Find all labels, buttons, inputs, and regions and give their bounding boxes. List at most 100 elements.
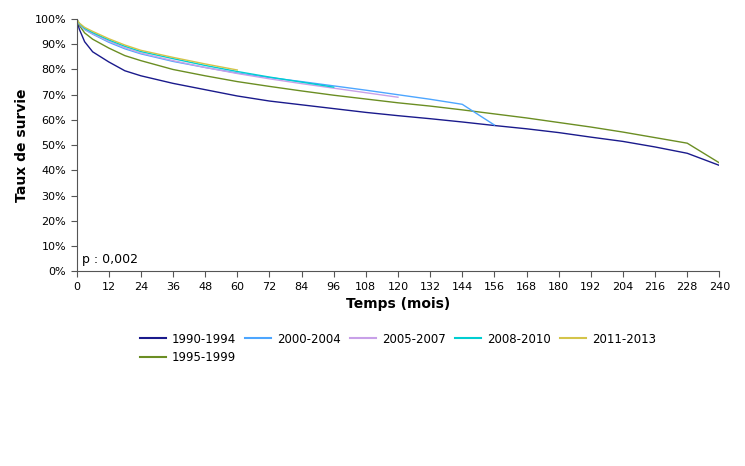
2000-2004 (265, 75, 274, 80)
2000-2004 (425, 96, 434, 102)
1995-1999 (88, 36, 97, 42)
2008-2010 (200, 62, 209, 68)
2005-2007 (393, 95, 402, 100)
1990-1994 (74, 26, 83, 32)
2000-2004 (121, 46, 130, 52)
1995-1999 (393, 100, 402, 106)
2000-2004 (297, 79, 306, 84)
2005-2007 (80, 26, 89, 32)
2005-2007 (121, 45, 130, 51)
Line: 2011-2013: 2011-2013 (77, 19, 238, 70)
2008-2010 (168, 56, 177, 62)
1990-1994 (522, 126, 531, 131)
1995-1999 (104, 45, 113, 51)
1995-1999 (265, 83, 274, 89)
Line: 2000-2004: 2000-2004 (77, 19, 495, 125)
1995-1999 (586, 124, 595, 130)
1995-1999 (361, 96, 370, 102)
1990-1994 (715, 163, 724, 168)
2005-2007 (72, 16, 81, 22)
2000-2004 (72, 16, 81, 22)
1990-1994 (80, 39, 89, 45)
1995-1999 (457, 107, 466, 113)
1990-1994 (457, 119, 466, 125)
2008-2010 (233, 69, 242, 74)
1990-1994 (168, 81, 177, 86)
2011-2013 (74, 20, 83, 26)
2000-2004 (200, 65, 209, 70)
1990-1994 (650, 144, 659, 150)
1990-1994 (425, 116, 434, 122)
2011-2013 (88, 28, 97, 34)
2005-2007 (265, 76, 274, 82)
2008-2010 (329, 84, 338, 90)
2008-2010 (265, 74, 274, 80)
Line: 2005-2007: 2005-2007 (77, 19, 398, 97)
2005-2007 (168, 58, 177, 63)
1995-1999 (490, 111, 499, 116)
2008-2010 (136, 49, 145, 55)
2008-2010 (74, 21, 83, 27)
Line: 1990-1994: 1990-1994 (77, 19, 720, 165)
2011-2013 (136, 48, 145, 53)
1990-1994 (393, 113, 402, 118)
1995-1999 (618, 129, 627, 135)
1995-1999 (650, 135, 659, 140)
2005-2007 (233, 71, 242, 76)
1995-1999 (168, 67, 177, 72)
2011-2013 (121, 42, 130, 48)
2005-2007 (329, 85, 338, 91)
2008-2010 (80, 26, 89, 31)
2011-2013 (233, 67, 242, 73)
Y-axis label: Taux de survie: Taux de survie (15, 89, 29, 202)
2000-2004 (104, 40, 113, 45)
1990-1994 (104, 59, 113, 65)
1990-1994 (329, 106, 338, 111)
2000-2004 (74, 21, 83, 27)
2000-2004 (136, 51, 145, 57)
1995-1999 (121, 53, 130, 58)
2011-2013 (72, 16, 81, 22)
1990-1994 (121, 68, 130, 74)
2000-2004 (393, 92, 402, 97)
2005-2007 (200, 65, 209, 70)
Line: 2008-2010: 2008-2010 (77, 19, 334, 87)
1995-1999 (200, 73, 209, 79)
1990-1994 (233, 93, 242, 99)
2000-2004 (233, 70, 242, 76)
X-axis label: Temps (mois): Temps (mois) (346, 297, 450, 311)
2005-2007 (361, 90, 370, 96)
Legend: 1990-1994, 1995-1999, 2000-2004, 2005-2007, 2008-2010, 2011-2013: 1990-1994, 1995-1999, 2000-2004, 2005-20… (135, 328, 661, 369)
1990-1994 (136, 73, 145, 79)
2008-2010 (121, 43, 130, 49)
2000-2004 (88, 31, 97, 37)
1990-1994 (72, 16, 81, 22)
2008-2010 (297, 79, 306, 85)
Text: p : 0,002: p : 0,002 (82, 254, 138, 267)
2011-2013 (80, 25, 89, 30)
1995-1999 (72, 16, 81, 22)
1995-1999 (554, 120, 563, 125)
1995-1999 (74, 22, 83, 28)
2011-2013 (168, 55, 177, 60)
1990-1994 (361, 110, 370, 115)
2005-2007 (297, 81, 306, 86)
1990-1994 (265, 98, 274, 104)
1995-1999 (136, 58, 145, 63)
1995-1999 (682, 140, 691, 146)
1990-1994 (200, 87, 209, 92)
Line: 1995-1999: 1995-1999 (77, 19, 720, 163)
1990-1994 (682, 151, 691, 156)
2011-2013 (200, 61, 209, 67)
2000-2004 (361, 88, 370, 93)
2005-2007 (104, 38, 113, 44)
1990-1994 (88, 49, 97, 55)
2000-2004 (168, 59, 177, 64)
1995-1999 (233, 79, 242, 84)
2008-2010 (88, 30, 97, 35)
1990-1994 (297, 102, 306, 108)
2011-2013 (104, 36, 113, 41)
2000-2004 (457, 102, 466, 107)
2000-2004 (80, 27, 89, 33)
2008-2010 (104, 37, 113, 43)
